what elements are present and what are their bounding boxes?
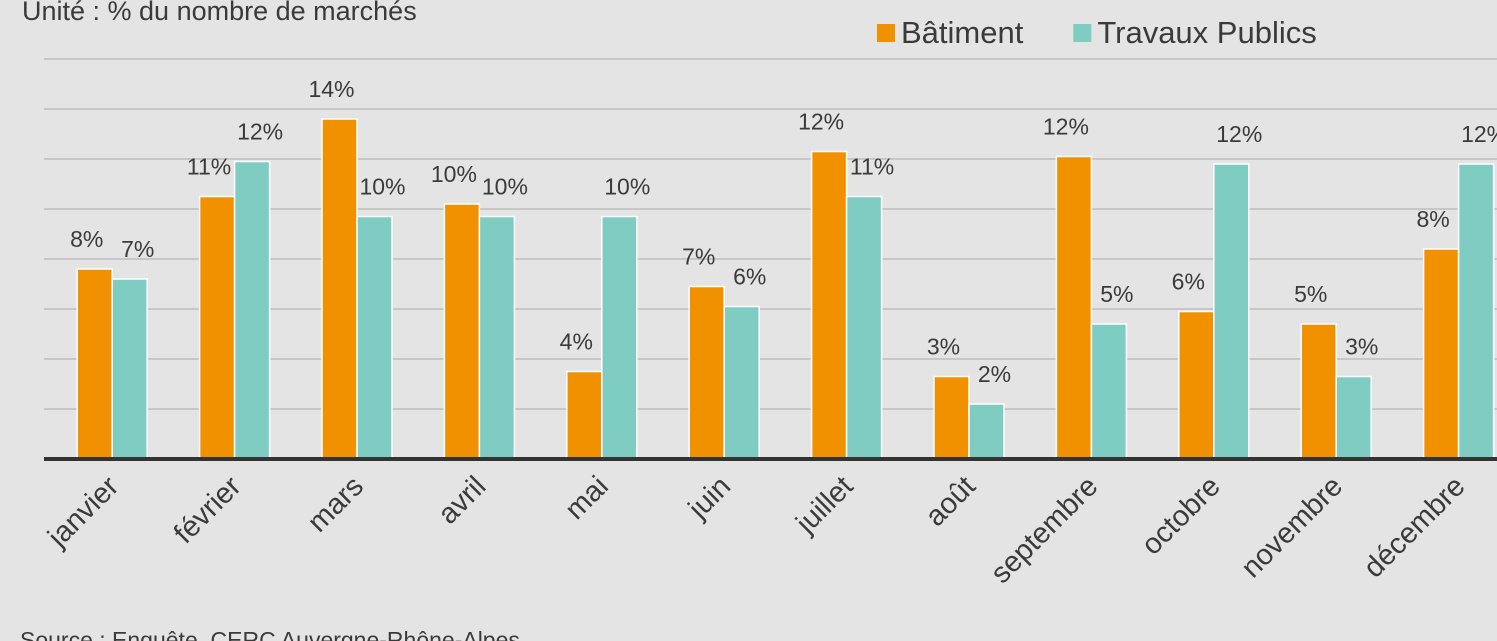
data-label: 10% [482, 174, 528, 200]
bar [1055, 155, 1093, 460]
source: Source : Enquête, CERC Auvergne-Rhône-Al… [20, 627, 520, 641]
data-label: 10% [431, 161, 477, 187]
data-label: 5% [1100, 281, 1133, 307]
data-label: 12% [237, 119, 283, 145]
bar [321, 118, 358, 460]
bar [968, 403, 1005, 460]
data-label: 2% [978, 361, 1011, 387]
bar [233, 160, 271, 460]
bar [111, 278, 148, 460]
bar [688, 285, 725, 460]
legend-swatch [877, 24, 895, 42]
bar [1422, 248, 1460, 460]
bar [601, 215, 638, 460]
bar [1457, 163, 1495, 460]
bar [933, 375, 970, 460]
data-label: 12% [798, 109, 844, 135]
legend-label: Travaux Publics [1097, 15, 1316, 50]
bar [478, 215, 516, 460]
legend-swatch [1073, 24, 1092, 42]
data-label: 11% [187, 154, 231, 180]
data-label: 6% [733, 264, 766, 290]
bar [356, 215, 393, 460]
data-label: 12% [1216, 121, 1262, 147]
bar [845, 195, 883, 460]
bar [1090, 323, 1128, 460]
subtitle: Unité : % du nombre de marchés [22, 0, 417, 26]
data-label: 8% [70, 226, 103, 252]
data-label: 3% [1345, 334, 1378, 360]
data-label: 8% [1416, 206, 1449, 232]
data-label: 7% [121, 236, 154, 262]
bar [1300, 323, 1337, 460]
legend-label: Bâtiment [901, 15, 1024, 50]
bar [566, 370, 603, 460]
data-label: 12% [1461, 121, 1497, 147]
data-label: 5% [1294, 281, 1327, 307]
data-label: 12% [1043, 114, 1089, 140]
data-label: 14% [308, 76, 354, 102]
data-label: 11% [850, 154, 894, 180]
data-label: 3% [927, 334, 960, 360]
bar [1335, 375, 1372, 460]
data-label: 10% [604, 174, 650, 200]
bar [443, 203, 481, 460]
data-label: 6% [1172, 269, 1205, 295]
bar [1213, 163, 1250, 460]
data-label: 4% [560, 329, 593, 355]
bar [76, 268, 113, 460]
bar [723, 305, 760, 460]
data-label: 7% [682, 244, 715, 270]
bar [1178, 310, 1215, 460]
bar [810, 150, 848, 460]
data-label: 10% [359, 174, 405, 200]
bar [198, 195, 236, 460]
